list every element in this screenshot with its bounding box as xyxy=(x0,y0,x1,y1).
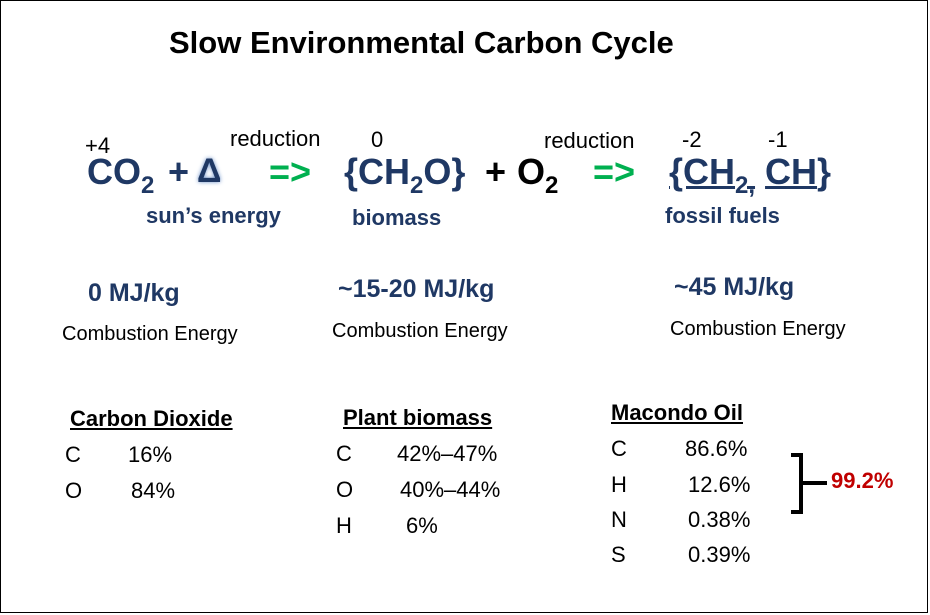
table-header-carbon-dioxide: Carbon Dioxide xyxy=(70,406,233,431)
table-cell-element: C xyxy=(336,441,352,466)
delta-energy-symbol: Δ xyxy=(197,152,222,190)
table-cell-value: 84% xyxy=(131,478,176,503)
oxidation-state-biomass: 0 xyxy=(371,127,384,152)
plus-sign-2: + xyxy=(485,151,507,192)
bracket-total: 99.2% xyxy=(831,468,894,493)
table-cell-value: 12.6% xyxy=(688,472,751,497)
co2-formula: CO2 xyxy=(87,151,155,199)
table-cell-value: 16% xyxy=(128,442,173,467)
oxidation-state-ch: -1 xyxy=(768,127,788,152)
energy-label-biomass: Combustion Energy xyxy=(332,320,508,342)
plus-sign-1: + xyxy=(168,151,190,192)
table-header-macondo-oil: Macondo Oil xyxy=(611,400,743,425)
energy-value-co2: 0 MJ/kg xyxy=(88,279,180,307)
o2-formula: O2 xyxy=(517,151,559,199)
energy-label-fossil: Combustion Energy xyxy=(670,318,846,340)
energy-value-fossil: ~45 MJ/kg xyxy=(674,273,795,301)
reaction-arrow-1: => xyxy=(269,151,312,192)
fossil-fuel-formula: {CH2, CH} xyxy=(669,151,832,199)
energy-value-biomass: ~15-20 MJ/kg xyxy=(338,275,495,303)
label-sun-energy: sun’s energy xyxy=(146,203,281,228)
table-cell-element: H xyxy=(611,472,627,497)
table-header-plant-biomass: Plant biomass xyxy=(343,405,493,430)
oxidation-state-co2: +4 xyxy=(85,133,111,158)
bracket-icon xyxy=(791,453,827,514)
label-fossil-fuels: fossil fuels xyxy=(665,203,780,228)
oxidation-state-ch2: -2 xyxy=(682,127,702,152)
table-cell-element: N xyxy=(611,507,627,532)
table-cell-value: 0.39% xyxy=(688,542,751,567)
table-cell-value: 86.6% xyxy=(685,436,748,461)
page-title: Slow Environmental Carbon Cycle xyxy=(169,25,674,60)
table-cell-value: 40%–44% xyxy=(400,477,501,502)
table-cell-value: 0.38% xyxy=(688,507,751,532)
table-cell-element: S xyxy=(611,542,626,567)
label-biomass: biomass xyxy=(352,205,442,230)
table-cell-value: 42%–47% xyxy=(397,441,498,466)
reduction-label-2: reduction xyxy=(544,128,635,153)
table-cell-element: H xyxy=(336,513,352,538)
reaction-arrow-2: => xyxy=(593,151,636,192)
table-cell-value: 6% xyxy=(406,513,438,538)
biomass-formula: {CH2O} xyxy=(344,151,466,199)
energy-label-co2: Combustion Energy xyxy=(62,323,238,345)
table-cell-element: O xyxy=(65,478,83,503)
reduction-label-1: reduction xyxy=(230,126,321,151)
table-cell-element: O xyxy=(336,477,354,502)
table-cell-element: C xyxy=(65,442,81,467)
table-cell-element: C xyxy=(611,436,627,461)
